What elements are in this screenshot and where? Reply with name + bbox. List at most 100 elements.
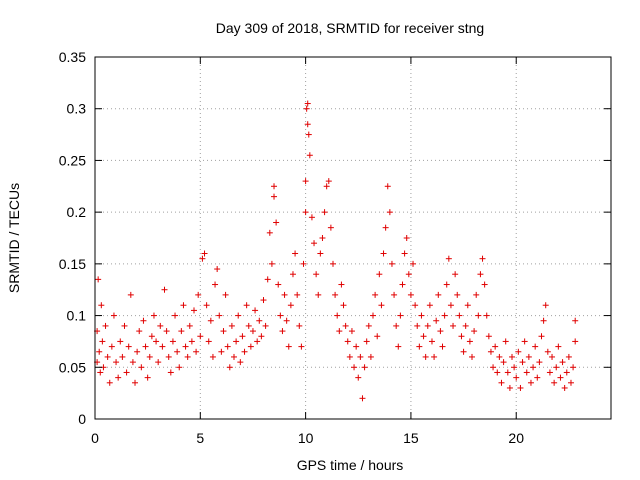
data-point <box>363 338 370 345</box>
data-point <box>235 312 242 319</box>
data-point <box>199 255 206 262</box>
data-point <box>289 271 296 278</box>
y-tick-label: 0.35 <box>59 49 86 65</box>
data-point <box>182 343 189 350</box>
data-point <box>165 353 172 360</box>
data-point <box>498 379 505 386</box>
data-point <box>471 328 478 335</box>
data-point <box>437 328 444 335</box>
y-axis-label: SRMTID / TECUs <box>6 183 22 293</box>
data-point <box>125 343 132 350</box>
data-point <box>441 312 448 319</box>
data-point <box>119 353 126 360</box>
data-point <box>376 271 383 278</box>
data-point <box>285 343 292 350</box>
data-point <box>551 379 558 386</box>
data-point <box>549 353 556 360</box>
chart-title: Day 309 of 2018, SRMTID for receiver stn… <box>216 20 484 36</box>
data-point <box>190 307 197 314</box>
data-point <box>450 322 457 329</box>
data-point <box>108 343 115 350</box>
data-point <box>169 338 176 345</box>
x-axis-label: GPS time / hours <box>297 457 404 473</box>
data-point <box>117 338 124 345</box>
data-point <box>142 343 149 350</box>
data-point <box>102 322 109 329</box>
axis-ticks: 0 0.05 0.1 0.15 0.2 0.25 0.3 0.35 0 5 10 15 20 <box>59 49 611 446</box>
data-point <box>388 260 395 267</box>
data-point <box>346 353 353 360</box>
data-point <box>532 343 539 350</box>
data-point <box>509 353 516 360</box>
y-tick-label: 0.3 <box>67 101 87 117</box>
x-tick-label: 0 <box>91 430 99 446</box>
data-point <box>418 312 425 319</box>
data-point <box>365 322 372 329</box>
data-point <box>570 364 577 371</box>
data-point <box>447 302 454 309</box>
data-point <box>466 338 473 345</box>
data-point <box>180 302 187 309</box>
data-point <box>239 333 246 340</box>
data-point <box>561 384 568 391</box>
data-point <box>439 343 446 350</box>
y-tick-label: 0.2 <box>67 204 87 220</box>
data-point <box>565 353 572 360</box>
data-point <box>201 250 208 257</box>
data-point <box>222 291 229 298</box>
data-point <box>393 322 400 329</box>
x-tick-label: 15 <box>403 430 419 446</box>
data-point <box>212 281 219 288</box>
data-point <box>294 291 301 298</box>
data-point <box>559 359 566 366</box>
data-point <box>496 353 503 360</box>
data-point <box>407 291 414 298</box>
data-point <box>304 121 311 128</box>
data-point <box>361 364 368 371</box>
data-point <box>178 328 185 335</box>
data-point <box>405 271 412 278</box>
data-point <box>226 364 233 371</box>
data-point <box>382 224 389 231</box>
grid-lines <box>95 57 611 419</box>
data-point <box>473 291 480 298</box>
data-point <box>172 312 179 319</box>
data-point <box>332 291 339 298</box>
data-point <box>422 353 429 360</box>
data-point <box>260 297 267 304</box>
data-point <box>517 384 524 391</box>
data-point <box>264 276 271 283</box>
data-point <box>416 343 423 350</box>
data-point <box>367 353 374 360</box>
data-point <box>245 322 252 329</box>
data-point <box>527 379 534 386</box>
data-point <box>506 384 513 391</box>
data-point <box>403 235 410 241</box>
data-point <box>325 178 332 185</box>
data-point <box>317 250 324 257</box>
data-point <box>243 302 250 309</box>
data-point <box>572 317 579 324</box>
data-point <box>237 359 244 366</box>
data-point <box>249 328 256 335</box>
data-point <box>504 369 511 376</box>
x-tick-label: 5 <box>196 430 204 446</box>
data-point <box>435 291 442 298</box>
data-point <box>454 291 461 298</box>
data-point <box>99 338 106 345</box>
data-point <box>155 359 162 366</box>
data-point <box>268 260 275 267</box>
data-point <box>106 379 113 386</box>
data-point <box>519 359 526 366</box>
data-point <box>428 338 435 345</box>
data-point <box>163 328 170 335</box>
data-point <box>302 209 309 216</box>
y-tick-label: 0 <box>78 411 86 427</box>
data-point <box>487 348 494 355</box>
data-point <box>513 374 520 381</box>
data-point <box>207 317 214 324</box>
data-point <box>357 353 364 360</box>
data-point <box>247 343 254 350</box>
data-point <box>386 209 393 216</box>
